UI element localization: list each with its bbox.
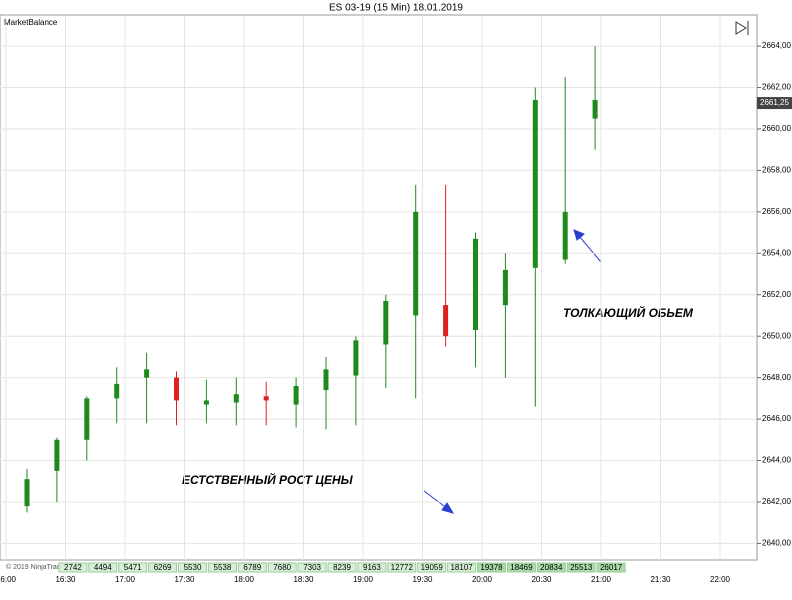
arrow [573,229,602,263]
candle-body [532,99,538,268]
volume-label: 19059 [421,563,444,572]
volume-label: 20834 [540,563,563,572]
candle-body [233,394,239,403]
volume-cell [506,562,536,573]
y-tick-label: 2646,00 [762,414,791,423]
volume-cell [58,562,88,573]
y-tick-label: 2650,00 [762,331,791,340]
y-tick-label: 2656,00 [762,207,791,216]
x-tick-label: 20:30 [531,575,552,584]
candle-body [293,385,299,405]
candle-body [473,238,478,330]
annotation: ТОЛКАЮЩИЙ ОБЬЕМ [563,304,694,320]
y-tick-label: 2660,00 [762,124,791,133]
x-tick-label: 19:30 [412,575,433,584]
volume-cell [237,562,267,573]
volume-cell [357,562,387,573]
volume-label: 7680 [273,563,291,572]
volume-cell [207,562,237,573]
volume-label: 5538 [214,563,232,572]
volume-cell [417,562,447,573]
volume-label: 5530 [184,563,202,572]
candle-body [323,369,329,391]
y-tick-label: 2644,00 [762,456,791,465]
y-tick-label: 2648,00 [762,373,791,382]
y-tick-label: 2664,00 [762,41,791,50]
candle-body [24,479,30,507]
candle-body [203,400,209,405]
volume-label: 18107 [450,563,473,572]
y-tick-label: 2662,00 [762,83,791,92]
y-tick-label: 2658,00 [762,166,791,175]
x-tick-label: 17:00 [115,575,136,584]
volume-cell [297,562,327,573]
annotation: ЕСТСТВЕННЫЙ РОСТ ЦЕНЫ [182,471,354,487]
volume-label: 4494 [94,563,112,572]
volume-cell [566,562,596,573]
x-tick-label: 21:30 [650,575,671,584]
candle-body [263,396,269,401]
play-icon[interactable] [735,21,749,35]
volume-cell [536,562,566,573]
volume-label: 6269 [154,563,172,572]
last-price-box [757,97,792,110]
volume-cell [477,562,506,573]
y-tick-label: 2654,00 [762,248,791,257]
y-tick-label: 2642,00 [762,497,791,506]
volume-label: 5471 [124,563,142,572]
volume-cell [447,562,477,573]
candle-body [174,377,179,401]
volume-cell [118,562,148,573]
volume-label: 25513 [570,563,593,572]
volume-label: 18469 [510,563,533,572]
x-tick-label: 18:00 [234,575,255,584]
indicator-label: MarketBalance [4,18,58,27]
candle-body [383,300,389,345]
volume-cell [178,562,207,573]
candle-body [84,398,90,440]
y-tick-label: 2652,00 [762,290,791,299]
candle-body [592,99,598,119]
volume-cell [387,562,417,573]
volume-cell [596,562,626,573]
candle-body [114,383,120,399]
volume-label: 6789 [243,563,261,572]
volume-label: 2742 [64,563,82,572]
volume-cell [267,562,297,573]
candle-body [353,340,359,376]
x-tick-label: 16:30 [55,575,76,584]
volume-label: 8239 [333,563,351,572]
volume-cell [327,562,357,573]
x-tick-label: 20:00 [472,575,493,584]
y-tick-label: 2640,00 [762,539,791,548]
x-tick-label: 22:00 [710,575,731,584]
volume-label: 19378 [480,563,503,572]
last-price-label: 2661,25 [760,98,789,107]
plot-frame [0,14,758,561]
volume-label: 7303 [303,563,321,572]
candle-body [413,211,419,316]
x-tick-label: 17:30 [174,575,195,584]
candle-body [54,439,60,471]
candle-body [502,269,508,306]
volume-label: 26017 [600,563,623,572]
chart-title: ES 03-19 (15 Min) 18.01.2019 [329,3,463,14]
x-tick-label: 18:30 [293,575,314,584]
volume-label: 12772 [391,563,414,572]
x-tick-label: 19:00 [353,575,374,584]
volume-label: 9163 [363,563,381,572]
x-tick-label: 16:00 [0,575,17,584]
arrow [423,490,455,514]
x-tick-label: 21:00 [591,575,612,584]
candle-body [562,211,568,260]
volume-cell [88,562,118,573]
volume-cell [148,562,178,573]
candle-body [144,369,150,378]
copyright: © 2019 NinjaTrader [6,563,68,571]
candle-body [443,305,449,337]
